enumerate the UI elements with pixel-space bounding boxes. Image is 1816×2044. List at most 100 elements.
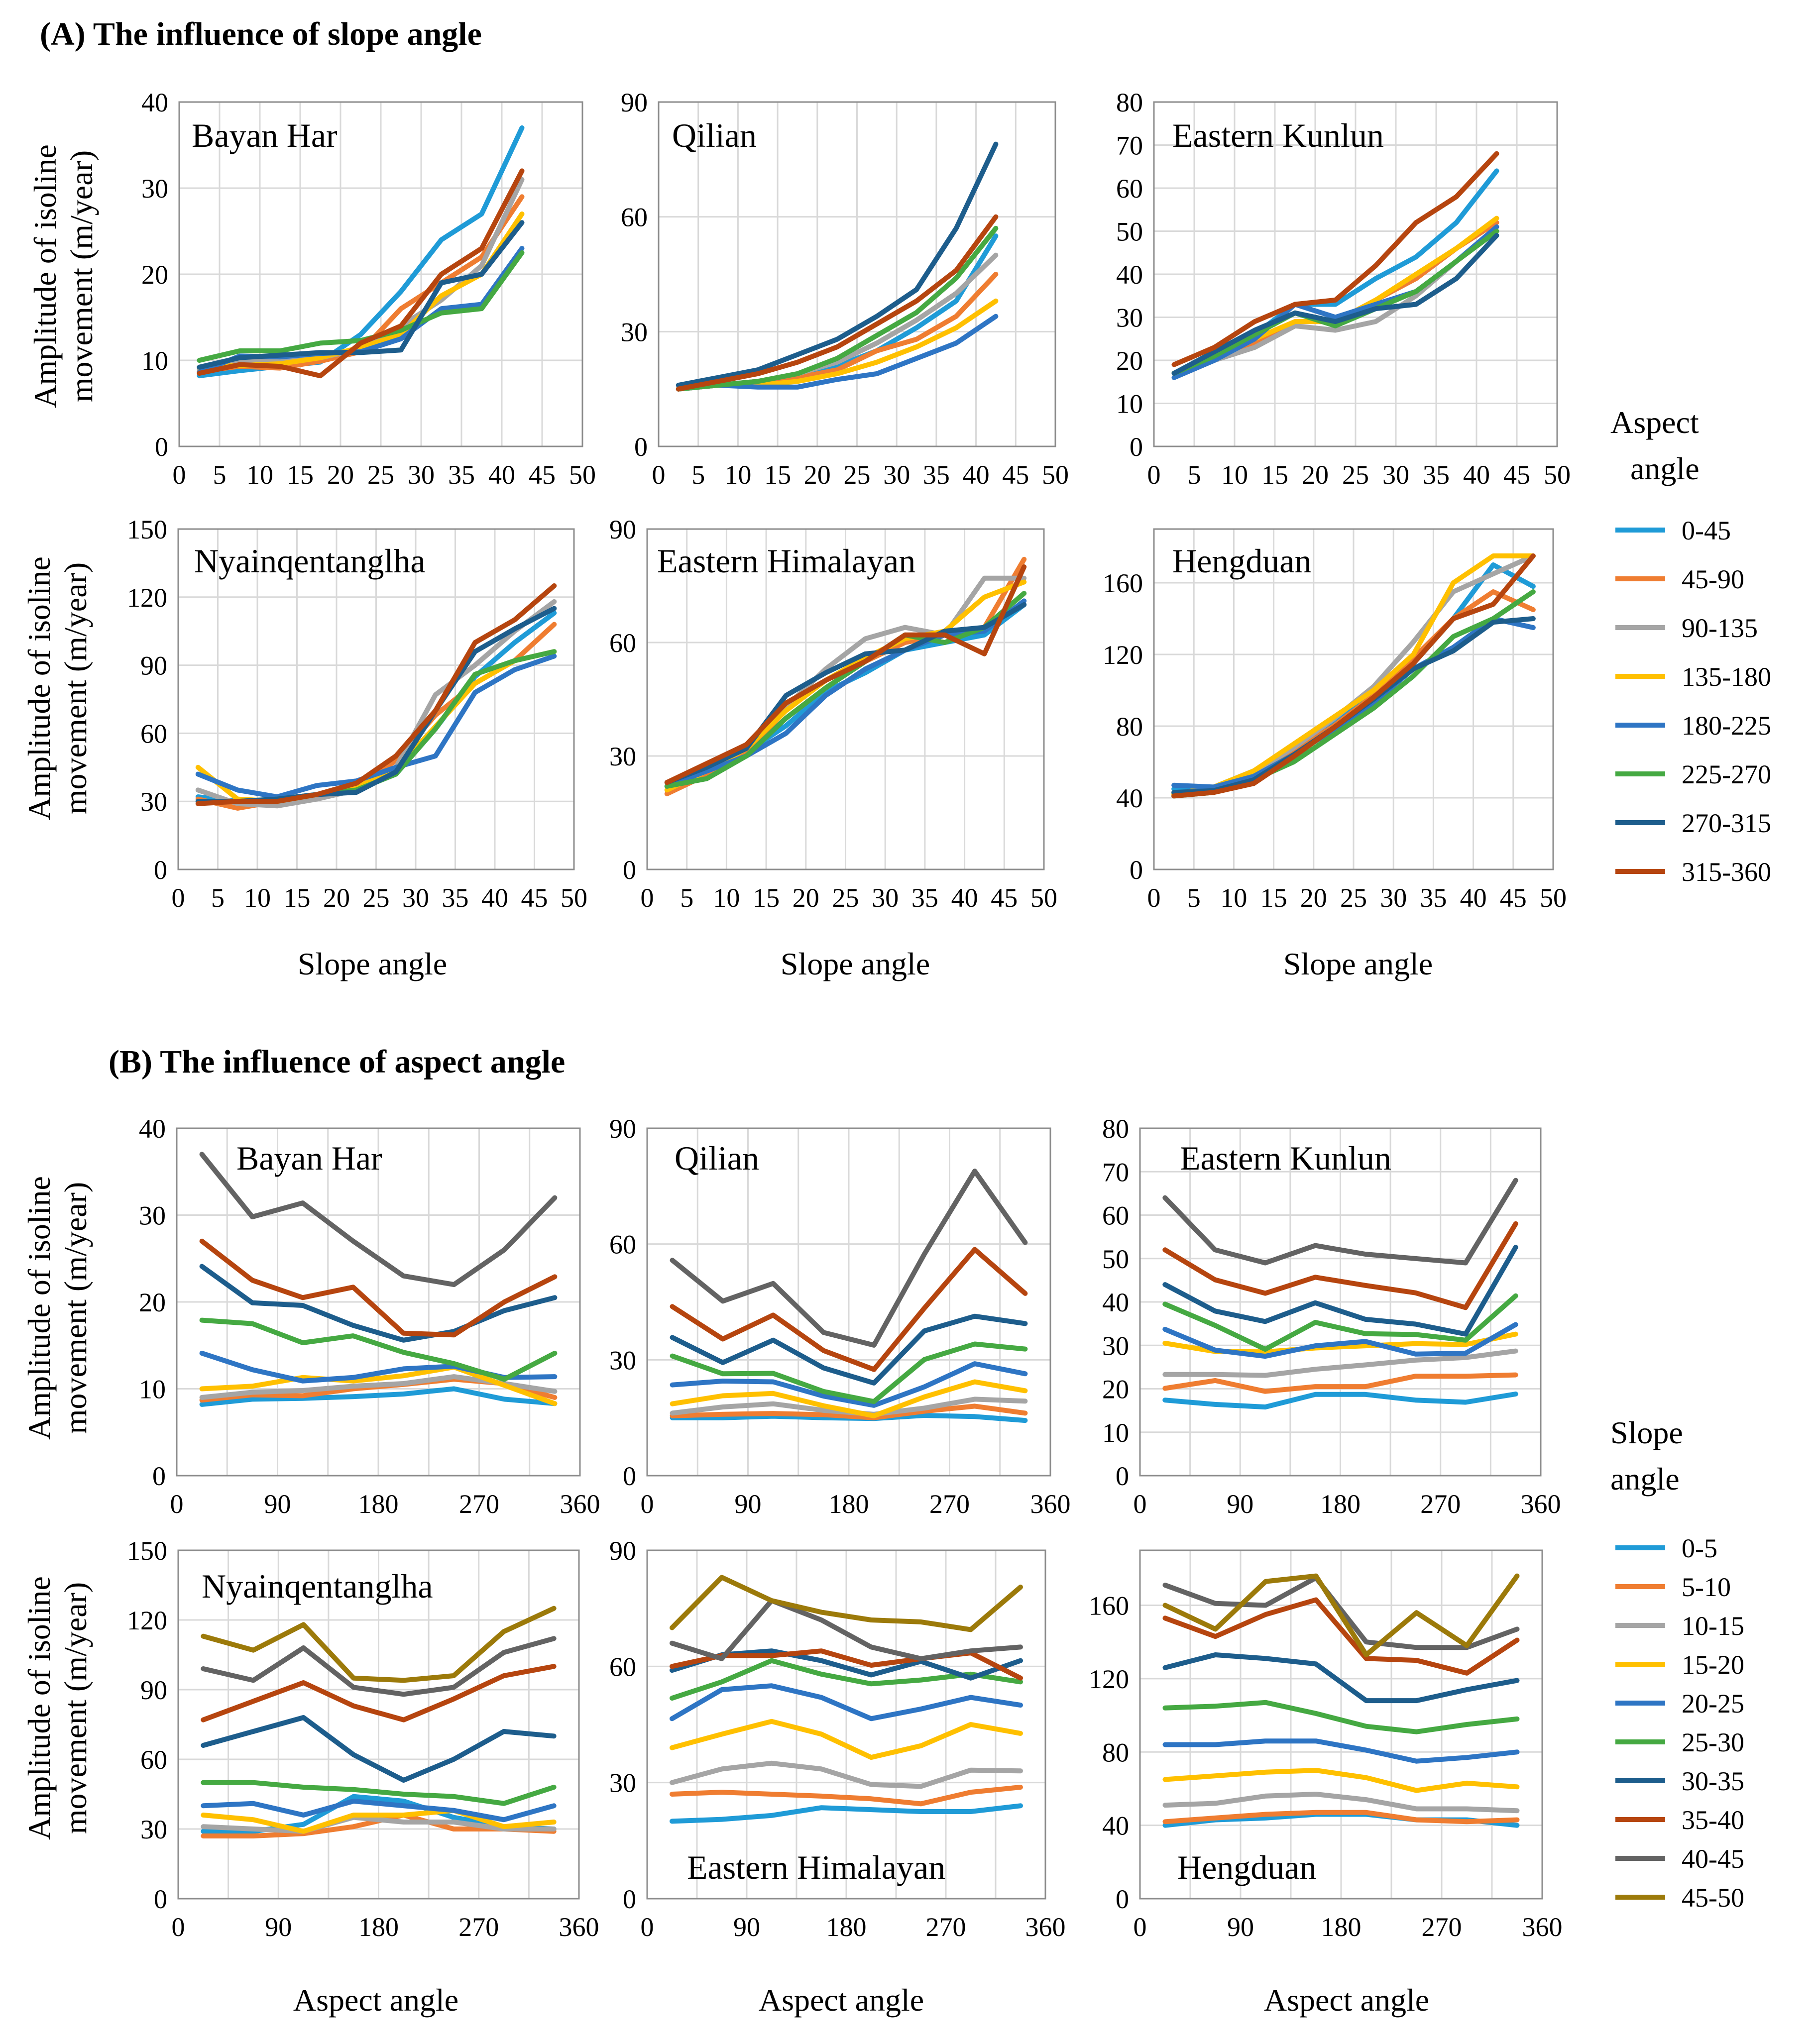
- x-tick-label: 180: [826, 1912, 867, 1942]
- y-tick-label: 150: [127, 1536, 167, 1566]
- series-line-35-40: [1162, 1597, 1520, 1676]
- legend-label: 270-315: [1682, 808, 1771, 838]
- x-tick-label: 30: [402, 883, 429, 913]
- y-tick-label: 30: [140, 1815, 167, 1844]
- series-line-25-30: [199, 1317, 558, 1382]
- plot-frame: [646, 528, 1045, 870]
- y-tick-label: 90: [609, 515, 636, 544]
- series-line-30-35: [1162, 1652, 1520, 1704]
- chart-panel-8: 0 30 60 90 0 90 180 270 360 Qilian: [609, 1114, 1071, 1519]
- x-tick-label: 0: [170, 1489, 184, 1519]
- legend-label: 225-270: [1682, 759, 1771, 789]
- x-tick-label: 270: [459, 1489, 499, 1519]
- y-tick-label: 0: [623, 1461, 636, 1491]
- y-tick-label: 90: [140, 1675, 167, 1705]
- x-tick-label: 25: [1342, 460, 1369, 490]
- x-tick-label: 20: [804, 460, 831, 490]
- y-tick-label: 30: [1102, 1331, 1129, 1361]
- series-line-40-45: [1162, 1178, 1518, 1266]
- x-tick-label: 40: [481, 883, 508, 913]
- legend-label: 135-180: [1682, 662, 1771, 692]
- x-tick-label: 10: [1221, 460, 1248, 490]
- series-line-270-315: [664, 602, 1027, 785]
- y-tick-label: 60: [621, 203, 648, 232]
- x-tick-label: 90: [735, 1489, 762, 1519]
- xlabel-slope-1: Slope angle: [298, 946, 447, 981]
- series-line-45-50: [670, 1575, 1023, 1632]
- y-tick-label: 0: [152, 1461, 166, 1491]
- plot-frame: [646, 1127, 1051, 1477]
- legend-label: 90-135: [1682, 613, 1758, 643]
- y-tick-label: 80: [1102, 1737, 1129, 1767]
- x-tick-label: 20: [327, 460, 354, 490]
- x-tick-label: 50: [561, 883, 587, 913]
- y-tick-label: 120: [1089, 1664, 1129, 1694]
- y-tick-label: 160: [1103, 568, 1143, 598]
- ylabel-b1-line1: Amplitude of isoline: [21, 1176, 57, 1440]
- series-line-20-25: [670, 1683, 1023, 1721]
- x-tick-label: 45: [529, 460, 556, 490]
- series-line-10-15: [1162, 1348, 1518, 1378]
- x-tick-label: 40: [951, 883, 978, 913]
- series-line-30-35: [1162, 1245, 1518, 1337]
- legend-slope: Slope angle 0-5 5-10 10-15 15-20 20-25 25-30 3…: [1610, 1415, 1744, 1913]
- x-tick-label: 30: [872, 883, 899, 913]
- plot-frame: [658, 101, 1056, 447]
- chart-panel-10: 0 30 60 90 120 150 0 90 180 270 360 Nyainqentanglha: [127, 1536, 599, 1942]
- x-tick-label: 40: [1463, 460, 1490, 490]
- x-tick-label: 15: [764, 460, 791, 490]
- legend-aspect: Aspect angle 0-45 45-90 90-135 135-180 180-2…: [1610, 405, 1771, 887]
- plot-frame: [177, 1549, 580, 1900]
- x-tick-label: 50: [1042, 460, 1069, 490]
- y-tick-label: 50: [1102, 1244, 1129, 1274]
- series-line-270-315: [197, 220, 525, 370]
- series-line-25-30: [1162, 1700, 1520, 1734]
- x-tick-label: 270: [929, 1489, 970, 1519]
- x-tick-label: 10: [724, 460, 751, 490]
- panel-title: Bayan Har: [192, 116, 338, 154]
- y-tick-label: 80: [1102, 1114, 1129, 1144]
- y-tick-label: 40: [1116, 260, 1143, 290]
- x-tick-label: 90: [733, 1912, 760, 1942]
- y-tick-label: 120: [127, 1606, 167, 1635]
- series-line-0-5: [1162, 1392, 1518, 1410]
- x-tick-label: 0: [172, 883, 185, 913]
- x-tick-label: 10: [246, 460, 273, 490]
- x-tick-label: 45: [1500, 883, 1527, 913]
- y-tick-label: 90: [621, 88, 648, 117]
- series-line-45-50: [201, 1606, 557, 1683]
- legend-label: 5-10: [1682, 1572, 1731, 1602]
- series-line-15-20: [670, 1719, 1023, 1760]
- x-tick-label: 15: [753, 883, 780, 913]
- y-tick-label: 90: [609, 1114, 636, 1144]
- x-tick-label: 0: [652, 460, 666, 490]
- ylabel-b2-line1: Amplitude of isoline: [21, 1576, 57, 1840]
- series-line-10-15: [201, 1815, 557, 1834]
- chart-panel-11: 0 30 60 90 0 90 180 270 360 Eastern Himalayan: [609, 1536, 1066, 1942]
- x-tick-label: 50: [569, 460, 596, 490]
- legend-label: 45-50: [1682, 1883, 1744, 1913]
- x-tick-label: 25: [367, 460, 394, 490]
- series-line-270-315: [1171, 233, 1499, 376]
- y-tick-label: 30: [1116, 303, 1143, 333]
- y-tick-label: 0: [634, 432, 648, 462]
- x-tick-label: 180: [1320, 1489, 1361, 1519]
- y-tick-label: 120: [1103, 640, 1143, 670]
- series-line-15-20: [670, 1379, 1028, 1418]
- x-tick-label: 10: [713, 883, 740, 913]
- y-tick-label: 10: [139, 1375, 166, 1404]
- y-tick-label: 10: [141, 346, 168, 376]
- x-tick-label: 40: [963, 460, 990, 490]
- series-line-0-5: [670, 1803, 1023, 1824]
- x-tick-label: 0: [641, 1489, 654, 1519]
- series-line-30-35: [199, 1264, 558, 1343]
- series-line-315-360: [1171, 151, 1499, 367]
- series-line-40-45: [670, 1169, 1028, 1348]
- series-line-40-45: [670, 1598, 1023, 1661]
- y-tick-label: 160: [1089, 1591, 1129, 1621]
- series-line-5-10: [1162, 1372, 1518, 1394]
- chart-panel-7: 0 10 20 30 40 0 90 180 270 360 Bayan Har: [139, 1114, 600, 1519]
- x-tick-label: 20: [323, 883, 350, 913]
